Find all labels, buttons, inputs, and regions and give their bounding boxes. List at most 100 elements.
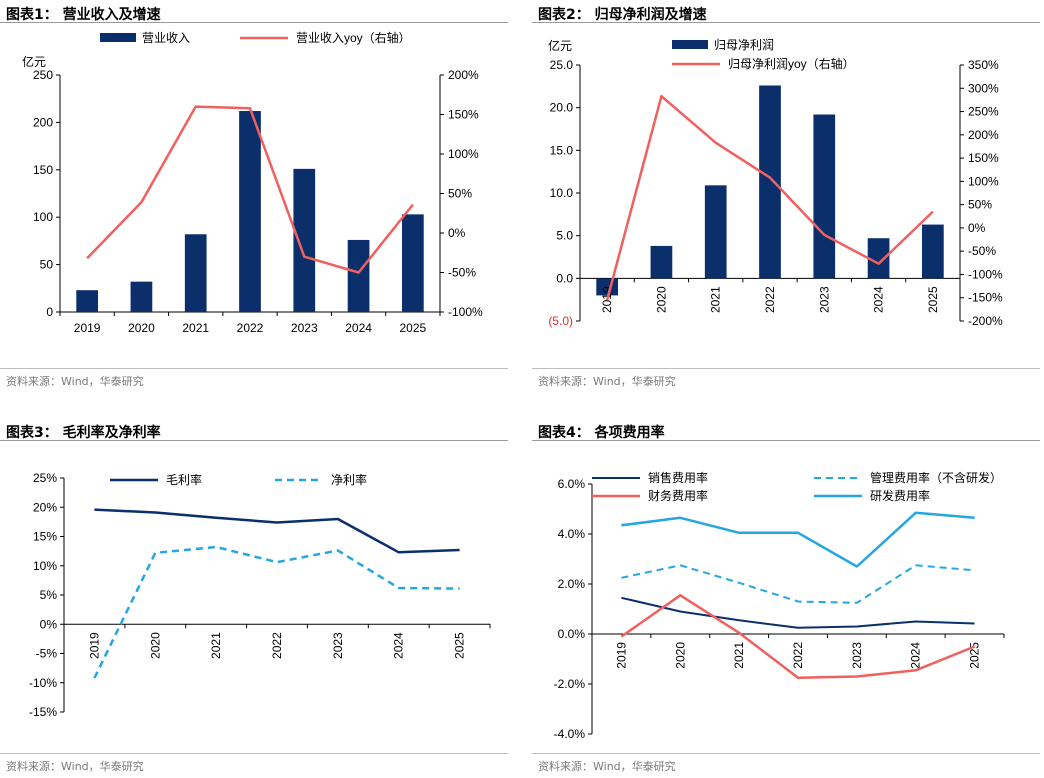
x-tick-label: 2022	[763, 286, 777, 313]
title-divider	[532, 22, 1040, 23]
title-divider	[0, 440, 508, 441]
series-line	[605, 94, 934, 301]
y-tick-label: 100	[33, 210, 53, 224]
y2-tick-label: -50%	[448, 266, 476, 280]
title-divider	[532, 440, 1040, 441]
series-line	[94, 508, 460, 554]
source-divider	[0, 368, 508, 369]
y-tick-label: 2.0%	[558, 577, 586, 591]
chart-title: 图表1： 营业收入及增速	[6, 7, 161, 23]
series-line	[621, 596, 975, 629]
x-tick-label: 2020	[128, 321, 155, 335]
x-tick-label: 2023	[291, 321, 318, 335]
y2-tick-label: -100%	[968, 267, 1003, 281]
y-tick-label: 150	[33, 163, 53, 177]
x-tick-label: 2025	[400, 321, 427, 335]
legend-label: 营业收入	[142, 31, 190, 45]
chart-3-plot: -15% -10% -5% 0% 5% 10% 15% 20% 25% 2019 2020 2021 2…	[29, 471, 491, 719]
y-tick-label: 0.0%	[558, 627, 586, 641]
y2-tick-label: 100%	[448, 147, 479, 161]
series-line	[620, 594, 976, 680]
x-tick-label: 2020	[654, 286, 668, 313]
chart-4-plot: -4.0% -2.0% 0.0% 2.0% 4.0% 6.0% 2019 2020 2021 20…	[554, 470, 1005, 741]
x-tick-label: 2025	[926, 286, 940, 313]
x-tick-label: 2024	[345, 321, 372, 335]
chart-panel-1: 图表1： 营业收入及增速 0 50 100 150 200 250 -100% -50% 0% 5…	[0, 0, 508, 392]
source-divider	[532, 368, 1040, 369]
bar	[293, 168, 316, 312]
bar	[813, 114, 836, 279]
legend-swatch	[672, 40, 708, 49]
y2-tick-label: 50%	[448, 187, 472, 201]
y2-tick-label: 150%	[968, 151, 999, 165]
y2-tick-label: 0%	[968, 221, 986, 235]
x-tick-label: 2023	[850, 642, 864, 669]
y2-tick-label: 300%	[968, 81, 999, 95]
y2-tick-label: 200%	[968, 128, 999, 142]
chart-2-plot: (5.0) 0.0 5.0 10.0 15.0 20.0 25.0 -200% -150% -10…	[548, 38, 1003, 328]
x-tick-label: 2023	[817, 286, 831, 313]
y-tick-label: 6.0%	[558, 477, 586, 491]
legend-label: 净利率	[331, 472, 367, 487]
series-line	[621, 511, 975, 568]
source-note: 资料来源：Wind，华泰研究	[6, 760, 144, 773]
series-line	[621, 564, 975, 604]
y2-tick-label: 200%	[448, 68, 479, 82]
bar	[184, 234, 207, 312]
series-line	[93, 545, 460, 679]
y-tick-label: 25.0	[550, 58, 574, 72]
y-tick-label: 4.0%	[558, 527, 586, 541]
bar	[650, 245, 673, 279]
bar	[402, 214, 424, 312]
chart-title: 图表2： 归母净利润及增速	[538, 7, 707, 23]
x-tick-label: 2022	[270, 632, 284, 659]
y-tick-label: 5.0	[556, 229, 573, 243]
x-tick-label: 2021	[709, 286, 723, 313]
bar	[922, 224, 944, 279]
x-tick-label: 2019	[87, 632, 101, 659]
legend-label: 归母净利润yoy（右轴）	[728, 56, 855, 71]
y-tick-label: (5.0)	[548, 314, 573, 328]
chart-panel-3: 图表3： 毛利率及净利率 -15% -10% -5% 0% 5% 10% 15% 20% 25%…	[0, 418, 508, 778]
source-divider	[532, 753, 1040, 754]
y-tick-label: -5%	[36, 647, 58, 661]
x-tick-label: 2020	[148, 632, 162, 659]
legend-label: 财务费用率	[648, 488, 708, 503]
chart-title: 图表4： 各项费用率	[538, 425, 665, 441]
y2-tick-label: -150%	[968, 291, 1003, 305]
y2-tick-label: 150%	[448, 108, 479, 122]
y2-tick-label: 250%	[968, 105, 999, 119]
y-unit-label: 亿元	[548, 38, 572, 53]
y-tick-label: -4.0%	[554, 727, 586, 741]
y-tick-label: 250	[33, 68, 53, 82]
y-tick-label: 50	[40, 258, 54, 272]
legend-label: 归母净利润	[714, 38, 774, 52]
legend-swatch	[100, 33, 136, 42]
source-note: 资料来源：Wind，华泰研究	[538, 760, 676, 773]
series-line	[86, 105, 414, 274]
x-tick-label: 2022	[237, 321, 264, 335]
y2-tick-label: -50%	[968, 244, 996, 258]
x-tick-label: 2019	[74, 321, 101, 335]
bar	[759, 85, 781, 279]
y-tick-label: 15%	[33, 530, 57, 544]
y-tick-label: 0.0	[556, 271, 573, 285]
bar	[76, 290, 98, 312]
y-tick-label: 0%	[40, 617, 58, 631]
y-tick-label: 25%	[33, 471, 57, 485]
legend-label: 研发费用率	[870, 488, 930, 503]
x-tick-label: 2023	[331, 632, 345, 659]
legend-label: 毛利率	[166, 472, 202, 487]
y-tick-label: 20%	[33, 500, 57, 514]
chart-title: 图表3： 毛利率及净利率	[6, 425, 161, 441]
x-tick-label: 2025	[968, 642, 982, 669]
x-tick-label: 2021	[182, 321, 209, 335]
y-tick-label: 20.0	[550, 101, 574, 115]
source-note: 资料来源：Wind，华泰研究	[6, 375, 144, 388]
y-tick-label: 5%	[40, 588, 58, 602]
source-note: 资料来源：Wind，华泰研究	[538, 375, 676, 388]
legend-label: 销售费用率	[648, 470, 708, 485]
chart-1-plot: 0 50 100 150 200 250 -100% -50% 0% 50% 100% 150% 200…	[22, 30, 483, 335]
bar	[704, 185, 727, 279]
x-tick-label: 2021	[732, 642, 746, 669]
